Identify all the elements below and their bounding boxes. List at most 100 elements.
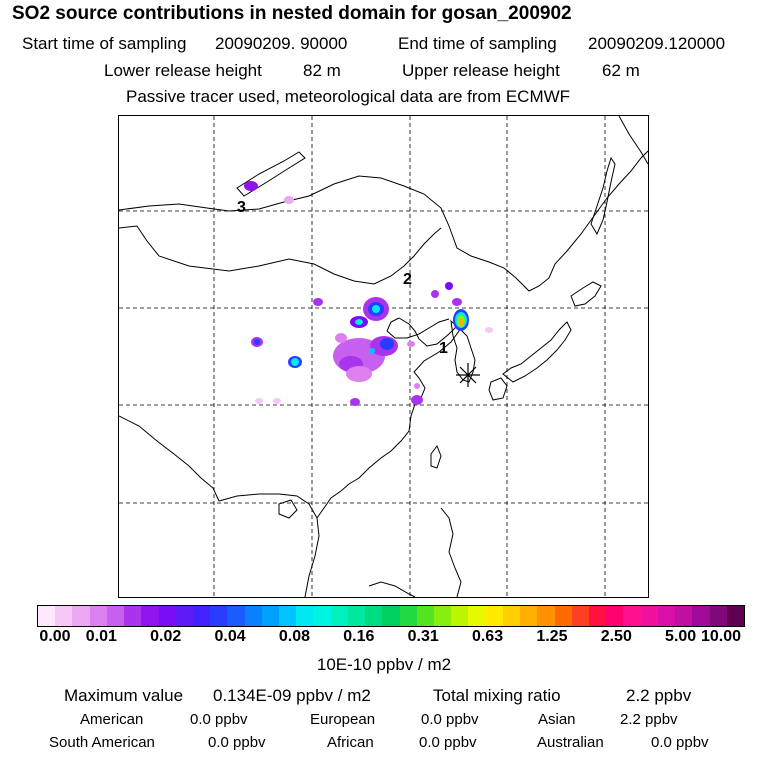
colorbar-swatch (502, 606, 521, 626)
end-time-value: 20090209.120000 (588, 34, 726, 53)
colorbar-swatch (640, 606, 658, 626)
start-time-label: Start time of sampling (22, 34, 187, 53)
plume (335, 333, 347, 343)
southwest-border (119, 415, 220, 502)
region-value: 0.0 ppbv (208, 734, 266, 751)
plume (445, 282, 453, 290)
colorbar-tick-label: 0.01 (85, 628, 117, 645)
colorbar-swatch (571, 606, 589, 626)
colorbar-swatch (657, 606, 676, 626)
taiwan (430, 444, 442, 469)
hainan (278, 499, 298, 519)
china-coast (316, 317, 465, 519)
region-label-2: 2 (403, 271, 412, 288)
colorbar-swatch (382, 606, 400, 626)
colorbar-tick-label: 0.00 (39, 628, 71, 645)
bohai-gulf (386, 317, 450, 339)
kamchatka (618, 116, 648, 165)
colorbar-swatch (416, 606, 435, 626)
region-value: 0.0 ppbv (419, 734, 477, 751)
region-label-3: 3 (237, 199, 246, 216)
colorbar-swatch (623, 606, 641, 626)
chart-title: SO2 source contributions in nested domai… (12, 3, 572, 24)
grid-lines (119, 116, 648, 597)
region-value: 0.0 ppbv (651, 734, 709, 751)
plume (485, 327, 493, 333)
region-name: South American (49, 734, 155, 751)
colorbar-swatch (296, 606, 314, 626)
colorbar-swatch (675, 606, 693, 626)
colorbar-swatch (55, 606, 73, 626)
total-mixing-value: 2.2 ppbv (626, 686, 692, 705)
region-name: Asian (538, 711, 576, 728)
map-panel: 1 2 3 (118, 115, 649, 598)
plume (380, 338, 394, 350)
colorbar-tick-label: 1.25 (536, 628, 568, 645)
plume (355, 319, 363, 325)
japan-honshu (502, 321, 572, 383)
concentration-plumes (244, 181, 493, 406)
colorbar-tick-label: 0.63 (471, 628, 504, 645)
upper-height-value: 62 m (602, 61, 640, 80)
region-name: Australian (537, 734, 604, 751)
max-value-label: Maximum value (64, 686, 184, 705)
plume (369, 348, 375, 354)
colorbar-tick-label: 0.16 (343, 628, 375, 645)
colorbar-swatch (451, 606, 469, 626)
region-value: 0.0 ppbv (190, 711, 248, 728)
borneo-edge (368, 581, 416, 597)
colorbar-swatch (72, 606, 90, 626)
colorbar-swatch (347, 606, 366, 626)
japan-kyushu (488, 377, 508, 401)
colorbar-tick-label: 2.50 (600, 628, 632, 645)
lower-height-label: Lower release height (104, 61, 262, 80)
mongolia-border (119, 225, 442, 285)
colorbar-swatch (124, 606, 142, 626)
colorbar-tick-label: 0.02 (150, 628, 182, 645)
receptor-ray (459, 366, 477, 384)
colorbar-swatch (38, 606, 56, 626)
colorbar-tick-label: 0.04 (214, 628, 246, 645)
colorbar-swatch (537, 606, 555, 626)
plume (459, 318, 463, 326)
colorbar-swatch (554, 606, 572, 626)
max-value: 0.134E-09 ppbv / m2 (213, 686, 371, 705)
northern-border (119, 150, 648, 292)
plume (372, 305, 380, 313)
colorbar-units: 10E-10 ppbv / m2 (316, 655, 452, 674)
korean-peninsula (450, 319, 476, 383)
colorbar-tick-label: 0.31 (407, 628, 439, 645)
plume (273, 398, 281, 404)
colorbar-swatch (106, 606, 125, 626)
tracer-note: Passive tracer used, meteorological data… (126, 87, 571, 106)
colorbar-swatch (210, 606, 228, 626)
japan-hokkaido (570, 281, 602, 307)
plume (244, 181, 258, 191)
plume (346, 366, 372, 382)
sakhalin (590, 156, 616, 236)
colorbar-swatch (244, 606, 262, 626)
colorbar-swatch (726, 606, 744, 626)
colorbar-tick-label: 10.00 (700, 628, 742, 645)
plume (414, 383, 420, 389)
region-value: 2.2 ppbv (620, 711, 678, 728)
region-label-1: 1 (439, 340, 448, 357)
region-name: African (327, 734, 374, 751)
map-svg: 1 2 3 (119, 116, 648, 597)
colorbar-swatch (606, 606, 624, 626)
colorbar-tick-label: 0.08 (278, 628, 311, 645)
plume (431, 290, 439, 298)
plume (411, 395, 423, 405)
indochina-coast (218, 493, 320, 597)
colorbar-tick-label: 5.00 (665, 628, 697, 645)
end-time-label: End time of sampling (398, 34, 557, 53)
plume (255, 398, 263, 404)
lower-height-value: 82 m (303, 61, 341, 80)
colorbar-swatch (330, 606, 348, 626)
colorbar-swatch (692, 606, 710, 626)
colorbar-swatch (175, 606, 193, 626)
colorbar (37, 605, 745, 627)
total-mixing-label: Total mixing ratio (433, 686, 561, 705)
plume (350, 398, 360, 406)
plume (407, 341, 415, 347)
